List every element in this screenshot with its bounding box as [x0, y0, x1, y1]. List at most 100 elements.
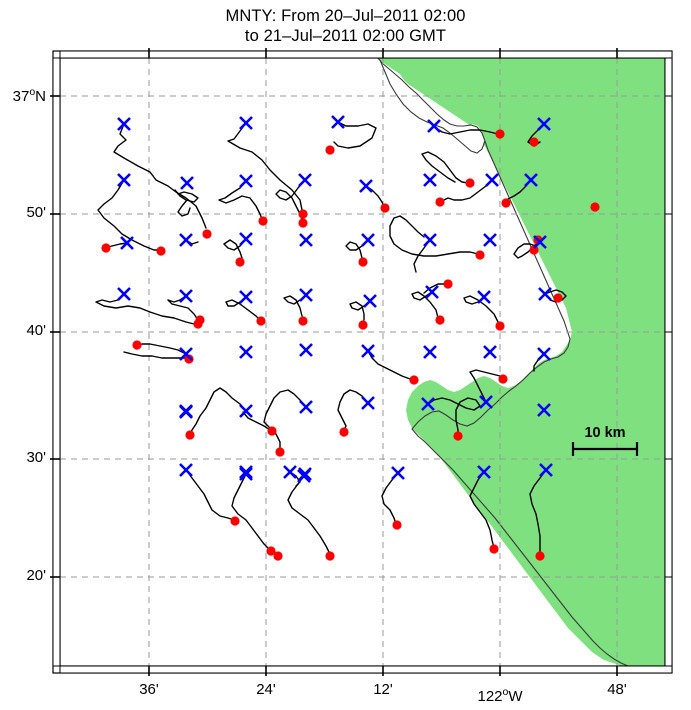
drifter-track [345, 239, 369, 259]
scale-bar [571, 442, 639, 456]
drifter-track [427, 397, 481, 436]
drifter-start-marker [538, 287, 552, 301]
coastline [377, 58, 629, 666]
frame-segments-right [664, 57, 673, 667]
drifter-start-marker [533, 235, 547, 249]
drifter-start-marker [477, 290, 491, 304]
drifter-start-marker [239, 232, 253, 246]
drifter-start-marker [539, 463, 553, 477]
drifter-track [469, 471, 495, 549]
drifter-track [283, 294, 307, 317]
drifter-start-marker [120, 236, 134, 250]
drifter-start-marker [425, 285, 439, 299]
drifter-start-marker [117, 287, 131, 301]
scale-bar-label: 10 km [584, 425, 626, 441]
drifter-start-marker [427, 119, 441, 133]
drifter-track [423, 283, 447, 294]
drifter-track [242, 411, 271, 431]
drifter-start-marker [524, 173, 538, 187]
drifter-track [223, 238, 247, 259]
drifter-track [185, 469, 235, 521]
drifter-end-markers-layer [101, 129, 600, 561]
drifter-end-marker [132, 340, 142, 350]
drifter-start-marker [179, 463, 193, 477]
drifter-start-marker [483, 233, 497, 247]
drifter-end-marker [325, 551, 335, 561]
drifter-track [367, 350, 411, 380]
drifter-start-marker [179, 347, 193, 361]
figure-title: MNTY: From 20–Jul–2011 02:00 to 21–Jul–2… [0, 6, 691, 46]
drifter-track [218, 180, 263, 220]
drifter-end-marker [273, 551, 283, 561]
drifter-end-marker [443, 279, 453, 289]
drifter-start-marker [331, 115, 345, 129]
drifter-track [421, 151, 469, 184]
drifter-end-marker [435, 197, 445, 207]
monterey-peninsula [412, 386, 514, 466]
drifter-start-marker [299, 400, 313, 414]
gridlines [60, 58, 665, 666]
drifter-track [411, 291, 439, 319]
drifter-track [231, 473, 271, 551]
ytick-label-20: 20' [26, 567, 46, 584]
drifter-end-marker [101, 243, 111, 253]
drifter-track [275, 179, 306, 221]
drifter-end-marker [298, 316, 308, 326]
drifter-start-marker [361, 233, 375, 247]
drifter-start-marker [117, 173, 131, 187]
drifter-start-marker [423, 173, 437, 187]
drifter-end-marker [258, 216, 268, 226]
drifter-start-marker [298, 467, 312, 481]
drifter-start-marker [391, 466, 405, 480]
frame-segments-bottom [59, 665, 673, 674]
drifter-track [337, 389, 369, 431]
drifter-start-marker [239, 174, 253, 188]
drifter-end-marker [590, 202, 600, 212]
drifter-track [435, 127, 499, 135]
xtick-label-122W: 122oW [477, 686, 523, 705]
drifter-end-marker [498, 374, 508, 384]
drifter-start-marker [239, 345, 253, 359]
drifter-end-marker [435, 315, 445, 325]
drifter-track [529, 469, 547, 555]
drifter-end-marker [184, 354, 194, 364]
ytick-label-50: 50' [26, 204, 46, 221]
figure-title-line-2: to 21–Jul–2011 02:00 GMT [244, 27, 447, 45]
drifter-start-marker [179, 405, 193, 419]
drifter-start-marker [299, 343, 313, 357]
drifter-start-marker [361, 396, 375, 410]
drifter-start-marker [239, 404, 253, 418]
drifter-start-marker [537, 347, 551, 361]
drifter-end-marker [465, 178, 475, 188]
drifter-end-marker [489, 544, 499, 554]
drifter-start-marker [423, 345, 437, 359]
drifter-end-marker [529, 245, 539, 255]
drifter-track [287, 475, 331, 555]
drifter-track [349, 300, 371, 321]
drifter-start-marker [179, 233, 193, 247]
drifter-start-marker [239, 467, 253, 481]
drifter-end-marker [380, 203, 390, 213]
drifter-start-markers-layer [117, 115, 553, 483]
map-frame [52, 50, 673, 674]
drifter-track [174, 189, 199, 203]
drifter-start-marker [483, 345, 497, 359]
drifter-start-marker [359, 179, 373, 193]
xtick-label-12: 12' [373, 681, 393, 698]
xtick-label-36: 36' [139, 681, 159, 698]
drifter-tracks-layer [95, 121, 567, 555]
drifter-start-marker [239, 465, 253, 479]
frame-segments-left [52, 57, 61, 667]
drifter-start-marker [421, 397, 435, 411]
drifter-track [136, 343, 187, 355]
drifter-end-marker [325, 145, 335, 155]
drifter-end-marker [185, 430, 195, 440]
drifter-start-marker [363, 294, 377, 308]
drifter-start-marker [423, 233, 437, 247]
drifter-start-marker [239, 116, 253, 130]
drifter-end-marker [230, 516, 240, 526]
drifter-track [189, 387, 247, 435]
drifter-end-marker [358, 257, 368, 267]
